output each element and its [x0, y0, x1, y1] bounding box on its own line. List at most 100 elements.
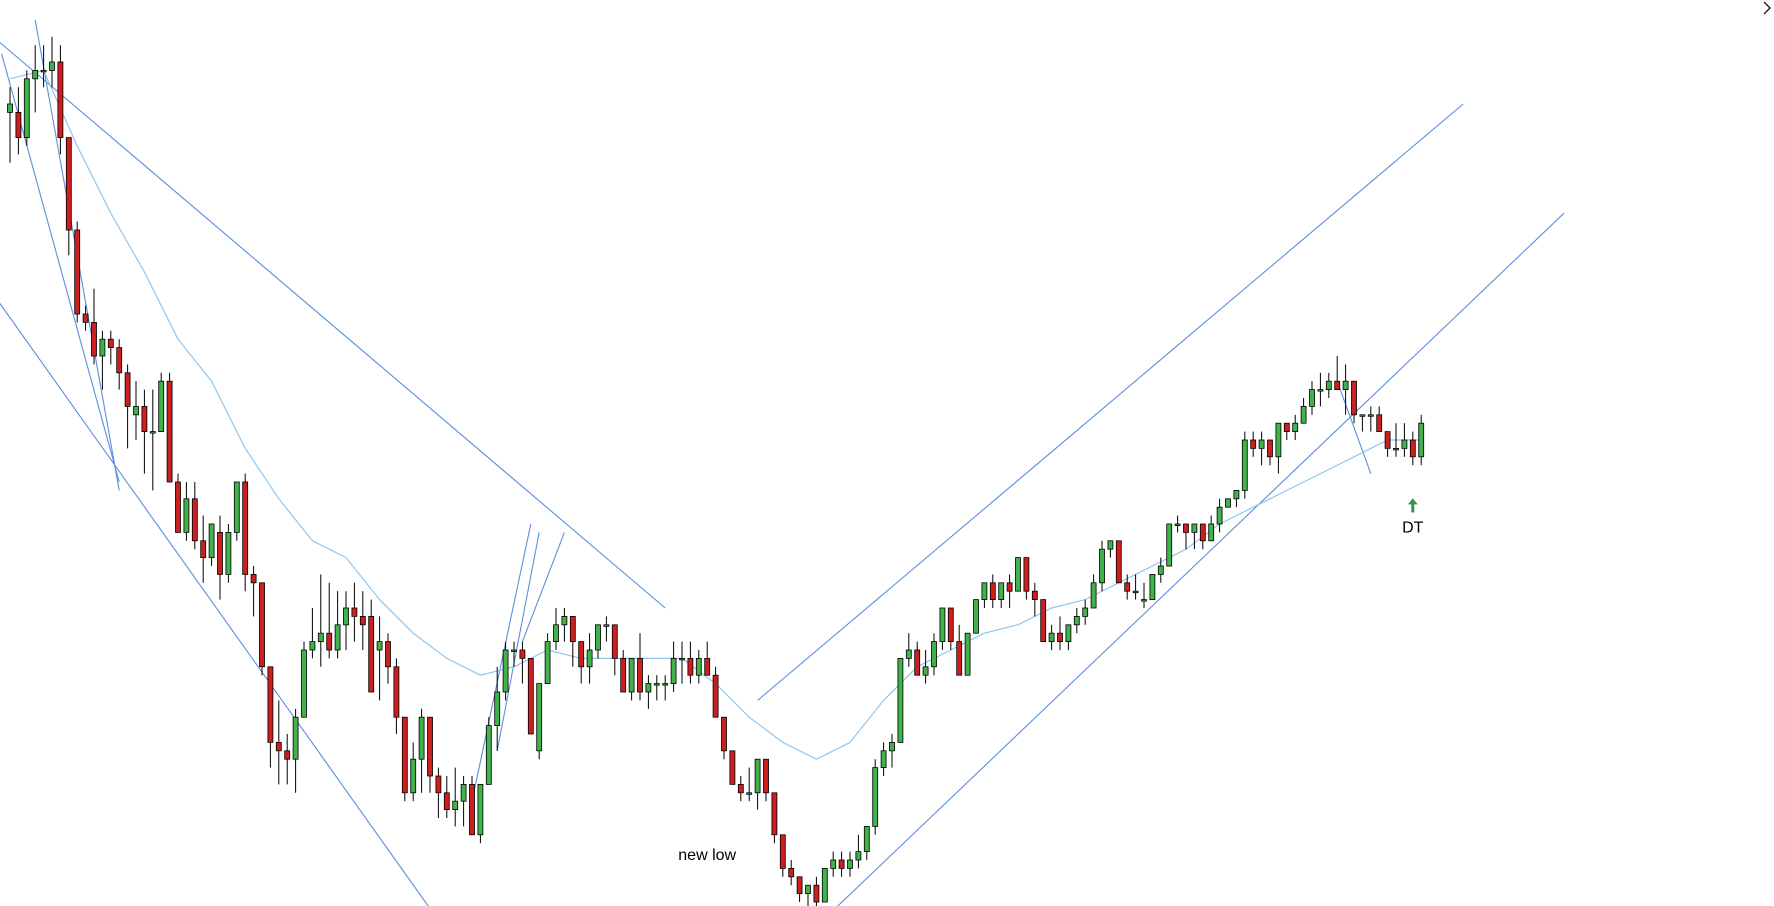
candle — [1216, 498, 1223, 533]
candle — [569, 616, 576, 667]
candle — [158, 372, 165, 433]
candle-body-bear — [763, 758, 769, 794]
candle-body-bull — [7, 103, 13, 113]
candle — [317, 574, 324, 667]
candle-body-bull — [805, 884, 811, 895]
candle — [687, 641, 694, 684]
candle-body-bull — [863, 826, 870, 853]
candle-body-bull — [670, 658, 677, 685]
candle — [695, 650, 702, 684]
annotation-label: new low — [678, 847, 736, 864]
up-arrow-icon — [1407, 498, 1418, 513]
candle-body-bear — [284, 750, 291, 760]
candle-body-bear — [704, 658, 711, 676]
candle-body-bull — [343, 607, 349, 626]
candle — [183, 482, 190, 541]
corner-chevron-icon — [1763, 1, 1771, 15]
candle — [611, 624, 618, 676]
candle — [99, 330, 106, 390]
candle — [998, 582, 1005, 608]
candle — [1057, 616, 1063, 650]
candle — [931, 633, 937, 676]
candle — [23, 70, 30, 146]
candle — [1225, 498, 1231, 508]
candle — [1359, 414, 1366, 432]
candle — [1023, 557, 1030, 600]
candle — [1174, 515, 1181, 533]
candle-body-bear — [435, 775, 442, 794]
candle — [460, 776, 467, 827]
candle-body-bear — [443, 792, 450, 810]
candle-body-bear — [1031, 590, 1038, 601]
candle — [536, 683, 543, 760]
candle — [141, 389, 148, 474]
candle-body-bull — [1292, 422, 1299, 433]
trendline-6 — [521, 532, 565, 642]
candle — [1040, 599, 1047, 642]
candle-body-bear — [267, 666, 274, 743]
candle-body-bear — [1334, 380, 1341, 391]
candle-body-bear — [947, 607, 954, 642]
candle — [1073, 608, 1080, 634]
candle — [1376, 406, 1383, 432]
candle — [40, 45, 47, 88]
candle-body-bear — [956, 641, 963, 676]
candle — [939, 607, 946, 650]
candle — [1082, 599, 1089, 625]
trendline-9 — [1336, 381, 1372, 474]
candle-body-bull — [931, 641, 937, 668]
candle-body-bear — [175, 481, 181, 533]
candle — [124, 364, 131, 449]
candle — [788, 860, 795, 886]
candle — [166, 372, 173, 483]
candle — [1124, 574, 1131, 600]
candle-body-bull — [1300, 405, 1307, 424]
candle-body-bull — [1258, 439, 1265, 449]
candle — [133, 381, 139, 440]
candle — [477, 784, 484, 844]
candle — [49, 36, 55, 88]
candle — [737, 776, 744, 802]
candle-body-bull — [905, 649, 912, 659]
candle — [1283, 422, 1290, 440]
candle-body-bear — [217, 532, 223, 575]
candle-body-bear — [385, 641, 391, 668]
candle-body-bull — [1191, 523, 1198, 533]
candle-body-bull — [595, 624, 601, 651]
trendline-8 — [837, 212, 1565, 906]
candle — [309, 608, 316, 659]
candle-body-bull — [158, 380, 165, 433]
candle-body-bear — [712, 674, 719, 718]
candle-body-bear — [914, 649, 921, 676]
candle — [981, 582, 988, 608]
candle — [259, 582, 265, 676]
candle — [863, 826, 870, 860]
trendline-layer — [0, 19, 1565, 906]
candle-body-bear — [393, 666, 400, 718]
candle — [1107, 540, 1114, 558]
candle-body-bear — [1250, 439, 1257, 449]
candle — [813, 876, 820, 906]
candle — [956, 624, 963, 676]
candle-body-bull — [1317, 389, 1324, 392]
candle-body-bull — [23, 78, 30, 139]
candle — [116, 339, 123, 390]
candle — [805, 884, 811, 906]
candle-body-bear — [1057, 632, 1063, 643]
candle — [1401, 423, 1408, 457]
candle-body-bull — [1132, 590, 1139, 594]
candle — [410, 742, 417, 802]
candle — [485, 717, 492, 785]
candle-body-bull — [1216, 506, 1223, 525]
trendline-0 — [0, 41, 666, 609]
candle — [175, 473, 181, 533]
candle-body-bull — [880, 750, 887, 768]
candle — [443, 776, 450, 818]
candle-body-bull — [317, 632, 324, 643]
candle — [628, 658, 635, 701]
candle-body-bull — [460, 784, 467, 802]
candle — [393, 658, 400, 734]
candle-body-bear — [1267, 439, 1273, 458]
candle-body-bear — [191, 498, 198, 542]
candle-body-bear — [637, 658, 643, 693]
